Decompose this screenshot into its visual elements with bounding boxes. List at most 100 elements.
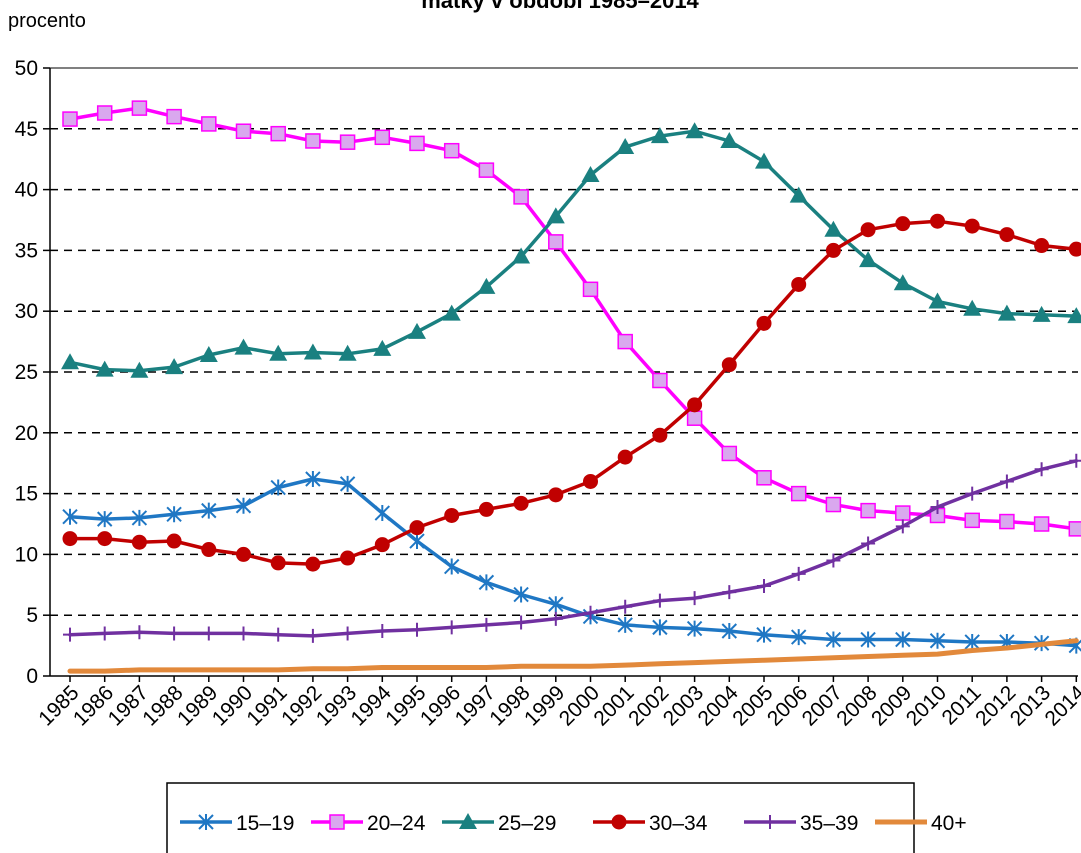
data-point (789, 186, 808, 203)
data-point (62, 508, 78, 525)
data-point (131, 509, 148, 526)
data-point (721, 623, 738, 640)
data-point (722, 585, 737, 600)
data-point (514, 615, 529, 630)
data-point (757, 579, 771, 594)
data-point (236, 626, 251, 641)
legend-marker (611, 814, 627, 830)
y-tick-label: 15 (15, 483, 38, 506)
data-point (618, 599, 633, 614)
legend-item-25–29: 25–29 (442, 812, 556, 835)
data-point (616, 138, 635, 155)
data-point (199, 345, 218, 362)
data-point (791, 276, 807, 292)
data-point (825, 496, 842, 513)
data-point (1068, 521, 1081, 537)
data-point (442, 304, 461, 321)
y-tick-label: 30 (15, 300, 38, 323)
data-point (373, 339, 392, 356)
y-tick-label: 5 (26, 604, 38, 627)
data-point (513, 189, 529, 205)
data-point (1034, 462, 1049, 477)
y-tick-labels: 0 5 10 15 20 25 30 35 40 45 50 (15, 57, 38, 688)
data-point (860, 502, 876, 519)
data-point (479, 617, 494, 632)
data-point (305, 628, 320, 643)
data-point (650, 127, 669, 144)
data-point (63, 627, 77, 642)
data-point (929, 632, 946, 649)
data-point (374, 505, 391, 522)
data-point (1068, 241, 1081, 257)
data-point (478, 162, 495, 178)
legend-marker (329, 814, 345, 830)
data-point (234, 338, 253, 355)
data-point (339, 475, 356, 492)
y-tick-label: 50 (15, 57, 38, 80)
legend-item-35–39: 35–39 (744, 812, 858, 835)
data-point (1067, 307, 1081, 324)
data-point (96, 105, 113, 121)
legend-label: 20–24 (367, 812, 426, 835)
legend-item-40+: 40+ (875, 812, 967, 835)
data-point (790, 485, 807, 502)
y-tick-label: 40 (15, 179, 38, 202)
data-point (824, 220, 843, 237)
data-point (963, 299, 982, 316)
data-point (478, 501, 494, 517)
data-point (478, 574, 495, 591)
data-point (685, 122, 704, 139)
data-point (62, 111, 78, 127)
data-point (756, 470, 772, 486)
data-point (930, 213, 945, 229)
data-point (546, 207, 565, 224)
data-point (999, 227, 1015, 243)
series-15–19 (62, 471, 1081, 654)
data-point (548, 487, 564, 503)
data-point (652, 593, 667, 608)
data-point (964, 633, 980, 650)
data-point (236, 546, 251, 562)
series-line-20–24 (68, 106, 1079, 531)
data-point (270, 555, 286, 571)
axes (49, 67, 1078, 677)
data-point (374, 129, 391, 146)
data-point (97, 626, 112, 641)
x-tick-labels: 1985198619871988198919901991199219931994… (34, 676, 1081, 731)
series-20–24 (62, 100, 1081, 537)
data-point (583, 473, 598, 489)
data-point (166, 506, 182, 523)
data-point (201, 502, 217, 519)
data-point (201, 626, 216, 641)
data-point (826, 553, 841, 568)
data-point (617, 333, 633, 350)
data-point (375, 624, 390, 639)
data-point (893, 274, 912, 291)
data-point (303, 343, 322, 360)
data-point (235, 123, 252, 139)
data-point (269, 344, 288, 361)
data-point (687, 397, 703, 413)
data-point (201, 542, 217, 558)
data-point (408, 322, 426, 339)
legend-label: 35–39 (800, 812, 858, 835)
legend-marker (459, 813, 477, 829)
series-line-40+ (67, 638, 1079, 674)
data-point (581, 166, 600, 183)
data-point (409, 520, 425, 536)
y-tick-label: 0 (26, 665, 38, 688)
data-point (895, 519, 910, 534)
data-point (756, 315, 772, 331)
legend-marker (198, 814, 214, 830)
data-point (928, 292, 947, 309)
data-point (1032, 305, 1051, 322)
series-35–39 (63, 453, 1081, 643)
data-point (721, 357, 737, 373)
data-point (1034, 238, 1050, 254)
data-point (443, 558, 460, 575)
data-point (131, 534, 147, 550)
gridlines (43, 67, 1078, 677)
data-point (444, 620, 459, 635)
data-point (895, 216, 911, 232)
